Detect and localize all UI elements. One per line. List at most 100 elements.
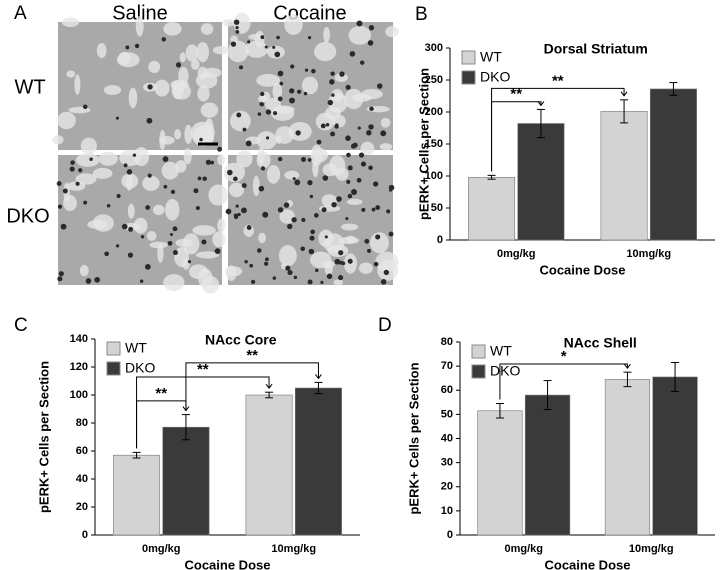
blob	[183, 148, 192, 165]
cell	[70, 160, 75, 165]
blob	[190, 121, 215, 143]
row-label: DKO	[6, 205, 49, 227]
bar	[245, 394, 293, 536]
blob	[301, 76, 319, 95]
cell	[265, 257, 269, 262]
blob	[179, 52, 186, 63]
cell	[245, 140, 252, 147]
cell	[351, 188, 357, 195]
blob	[272, 82, 283, 101]
y-axis-label: pERK+ Cells per Section	[416, 68, 431, 220]
blob	[225, 266, 243, 277]
blob	[236, 150, 253, 168]
cell	[383, 269, 390, 276]
cell	[320, 280, 324, 284]
cell	[217, 146, 223, 152]
cell	[291, 217, 297, 223]
cell	[247, 40, 251, 44]
cell	[89, 157, 93, 161]
cell	[128, 226, 134, 232]
cell	[350, 143, 357, 149]
cell	[60, 223, 67, 230]
cell	[347, 258, 353, 264]
bar	[604, 379, 651, 536]
cell	[345, 84, 351, 90]
panel-label: C	[14, 315, 28, 336]
cell	[330, 71, 335, 76]
error-bar	[314, 381, 323, 395]
blob	[125, 174, 133, 191]
cell	[161, 37, 167, 42]
blob	[197, 66, 208, 80]
y-tick-label: 300	[425, 42, 443, 54]
cell	[368, 124, 374, 130]
blob	[57, 111, 76, 130]
blob	[375, 251, 399, 272]
blob	[148, 60, 161, 74]
legend-label: DKO	[125, 360, 155, 376]
cell	[163, 184, 168, 189]
y-tick-label: 150	[425, 138, 443, 150]
cell	[375, 205, 381, 210]
cell	[368, 165, 373, 171]
cell	[371, 207, 376, 212]
cell	[294, 179, 301, 186]
cell	[322, 175, 329, 181]
cell	[235, 204, 239, 208]
cell	[386, 209, 391, 214]
y-tick-label: 0	[447, 529, 453, 541]
cell	[366, 130, 372, 136]
blob	[245, 40, 269, 58]
significance-label: **	[197, 361, 209, 378]
blob	[146, 230, 157, 241]
cell	[227, 169, 233, 176]
cell	[104, 251, 109, 257]
blob	[228, 182, 244, 198]
bar	[162, 426, 210, 536]
cell	[233, 19, 240, 25]
blob	[197, 85, 210, 102]
cell	[326, 273, 333, 280]
blob	[358, 262, 373, 274]
cell	[277, 207, 284, 213]
cell	[331, 93, 335, 97]
blob	[352, 93, 372, 102]
cell	[373, 261, 379, 267]
cell	[193, 188, 199, 194]
blob	[318, 229, 334, 248]
cell	[307, 279, 313, 285]
error-bar	[669, 82, 678, 96]
panel-label: B	[415, 4, 428, 25]
y-tick-label: 50	[441, 408, 453, 420]
cell	[307, 36, 312, 40]
blob	[75, 153, 100, 167]
legend-swatch	[471, 364, 486, 379]
x-axis-label: Cocaine Dose	[545, 557, 631, 570]
cell	[357, 126, 361, 130]
legend-swatch	[461, 70, 476, 85]
blob	[152, 204, 165, 216]
blob	[345, 235, 357, 244]
cell	[388, 231, 394, 237]
cell	[290, 64, 295, 69]
legend-swatch	[106, 341, 121, 356]
panel-label: D	[378, 315, 392, 336]
cell	[172, 226, 178, 232]
cell	[289, 97, 295, 104]
blob	[324, 262, 333, 276]
blob	[154, 79, 170, 97]
blob	[96, 43, 107, 59]
y-tick-label: 40	[441, 432, 453, 444]
significance-bracket	[491, 87, 625, 172]
cell	[202, 176, 207, 181]
blob	[161, 161, 179, 180]
cell	[147, 173, 152, 178]
blob	[165, 198, 180, 221]
blob	[185, 44, 199, 62]
cell	[338, 250, 344, 256]
cell	[249, 263, 254, 268]
y-tick-label: 20	[76, 501, 88, 513]
cell	[233, 176, 238, 182]
cell	[147, 84, 153, 90]
blob	[284, 170, 300, 180]
